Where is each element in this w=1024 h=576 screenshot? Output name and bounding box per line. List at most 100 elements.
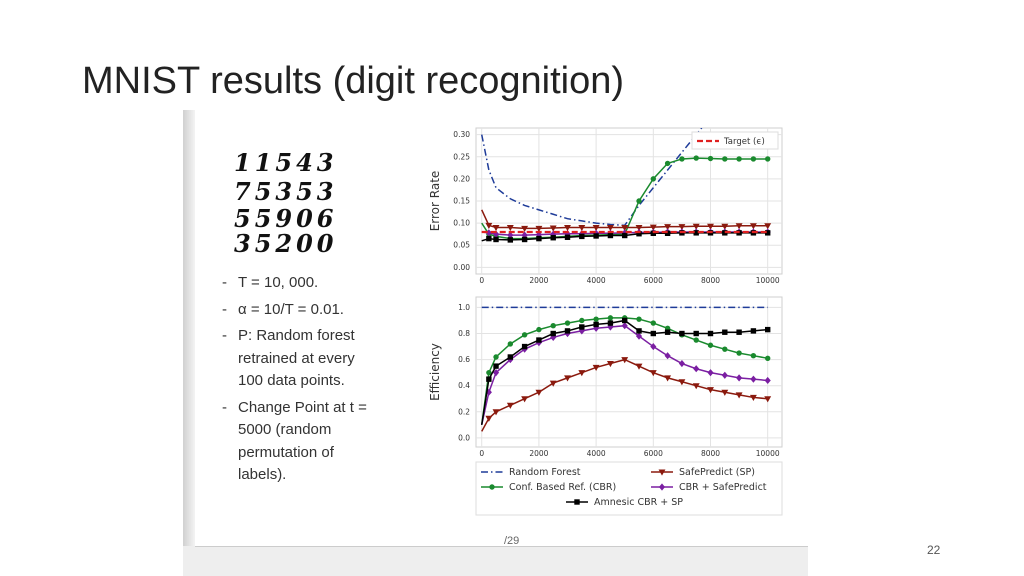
marker bbox=[721, 223, 729, 230]
marker bbox=[749, 223, 757, 230]
marker bbox=[592, 225, 600, 232]
x-tick-label: 0 bbox=[479, 276, 484, 285]
marker bbox=[764, 396, 772, 403]
legend-label: Conf. Based Ref. (CBR) bbox=[509, 482, 616, 493]
marker bbox=[564, 375, 571, 382]
marker bbox=[507, 354, 514, 360]
marker bbox=[693, 330, 699, 337]
marker bbox=[693, 365, 700, 373]
digit-row: 11543 bbox=[234, 148, 338, 177]
legend-label: Target (ϵ) bbox=[723, 137, 765, 147]
marker bbox=[593, 321, 599, 328]
marker bbox=[735, 392, 743, 399]
marker bbox=[593, 233, 599, 239]
marker bbox=[664, 329, 671, 335]
series-line bbox=[480, 319, 768, 425]
marker bbox=[606, 225, 614, 232]
legend-marker bbox=[658, 483, 666, 491]
marker bbox=[722, 346, 728, 352]
marker bbox=[765, 326, 771, 333]
marker bbox=[635, 332, 643, 340]
marker bbox=[636, 198, 642, 204]
marker bbox=[506, 225, 514, 232]
series-line bbox=[481, 157, 768, 240]
legend-label: Random Forest bbox=[509, 467, 581, 478]
marker bbox=[621, 322, 628, 330]
marker bbox=[536, 337, 542, 343]
marker bbox=[735, 223, 743, 230]
marker bbox=[636, 328, 642, 334]
x-tick-label: 2000 bbox=[529, 276, 548, 285]
series-line bbox=[480, 317, 768, 425]
legend-marker bbox=[574, 499, 580, 505]
page-number: 22 bbox=[927, 543, 941, 557]
marker bbox=[649, 370, 657, 377]
plot-area bbox=[475, 296, 783, 448]
marker bbox=[722, 329, 728, 335]
bullet-list: T = 10, 000. α = 10/T = 0.01. P: Random … bbox=[220, 272, 380, 491]
marker bbox=[736, 329, 742, 335]
y-axis-label: Efficiency bbox=[428, 343, 442, 401]
x-tick-label: 8000 bbox=[701, 449, 720, 458]
legend-box bbox=[691, 131, 779, 150]
legend-marker bbox=[489, 484, 495, 490]
marker bbox=[506, 402, 514, 409]
marker bbox=[564, 234, 571, 240]
marker bbox=[521, 343, 528, 350]
marker bbox=[535, 225, 543, 233]
digit-row: 55906 bbox=[234, 204, 338, 233]
marker bbox=[707, 155, 714, 162]
marker bbox=[678, 379, 686, 386]
marker bbox=[492, 225, 500, 232]
marker bbox=[492, 409, 500, 416]
marker bbox=[692, 223, 700, 230]
marker bbox=[621, 225, 629, 232]
marker bbox=[607, 320, 614, 326]
marker bbox=[521, 225, 529, 233]
marker bbox=[750, 156, 757, 162]
marker bbox=[650, 342, 657, 351]
marker bbox=[622, 317, 628, 324]
marker bbox=[721, 371, 728, 379]
x-tick-label: 6000 bbox=[644, 276, 663, 285]
marker bbox=[550, 322, 556, 329]
marker bbox=[579, 317, 585, 324]
marker bbox=[750, 352, 757, 359]
marker bbox=[707, 223, 714, 230]
marker bbox=[764, 376, 771, 385]
marker bbox=[593, 316, 599, 322]
y-tick-label: 1.0 bbox=[458, 303, 470, 312]
y-tick-label: 0.00 bbox=[453, 263, 470, 272]
marker bbox=[536, 326, 542, 333]
series-group bbox=[480, 306, 772, 432]
legend-label: Amnesic CBR + SP bbox=[594, 497, 683, 508]
marker bbox=[485, 415, 493, 422]
x-tick-label: 4000 bbox=[587, 449, 606, 458]
marker bbox=[707, 387, 714, 394]
bullet: T = 10, 000. bbox=[220, 272, 380, 295]
marker bbox=[721, 389, 729, 396]
marker bbox=[650, 320, 657, 326]
marker bbox=[635, 225, 643, 232]
marker bbox=[486, 376, 492, 382]
marker bbox=[486, 235, 492, 242]
marker bbox=[664, 224, 672, 231]
page-fraction: /29 bbox=[504, 535, 520, 547]
marker bbox=[493, 236, 499, 243]
marker bbox=[521, 236, 528, 243]
marker bbox=[749, 394, 757, 402]
x-tick-label: 8000 bbox=[701, 276, 720, 285]
marker bbox=[592, 364, 600, 372]
marker bbox=[578, 370, 586, 377]
marker bbox=[679, 330, 685, 337]
legend-marker bbox=[658, 469, 666, 476]
marker bbox=[564, 328, 571, 334]
marker bbox=[722, 156, 728, 162]
marker bbox=[536, 235, 542, 242]
marker bbox=[650, 330, 657, 337]
footer-line bbox=[195, 546, 808, 547]
marker bbox=[750, 375, 757, 383]
x-tick-label: 10000 bbox=[756, 276, 780, 285]
x-tick-label: 10000 bbox=[756, 449, 780, 458]
